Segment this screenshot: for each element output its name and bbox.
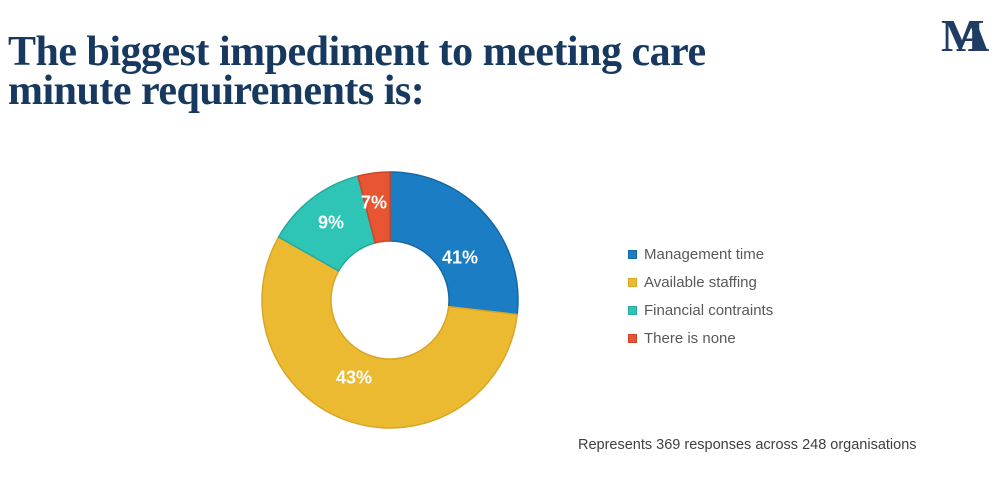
legend-item-available-staffing: Available staffing [628, 268, 773, 296]
brand-logo-monogram-icon: M A [941, 13, 996, 63]
donut-slice-0 [389, 171, 519, 316]
slice-data-label: 7% [360, 192, 388, 213]
legend-label: Management time [644, 245, 765, 263]
legend-swatch-management-time [628, 249, 637, 259]
donut-chart-svg [261, 171, 519, 429]
chart-legend: Management time Available staffing Finan… [628, 240, 773, 352]
legend-label: Available staffing [644, 273, 757, 291]
legend-swatch-financial-constraints [628, 305, 637, 315]
donut-slice-3 [357, 171, 391, 244]
legend-item-financial-constraints: Financial contraints [628, 296, 773, 324]
slice-data-label: 43% [335, 367, 373, 388]
legend-swatch-available-staffing [628, 277, 637, 287]
page-title: The biggest impediment to meeting care m… [8, 29, 838, 115]
legend-item-management-time: Management time [628, 240, 773, 268]
legend-label: There is none [644, 329, 736, 347]
legend-label: Financial contraints [644, 301, 774, 319]
logo-letter-a: A [956, 10, 990, 61]
slice-data-label: 9% [317, 212, 345, 233]
page-title-line2: minute requirements is: [8, 68, 425, 115]
donut-chart: 41% 43% 9% 7% [260, 170, 520, 430]
donut-slice-1 [261, 236, 518, 429]
slice-data-label: 41% [441, 247, 479, 268]
logo-letter-m: M [941, 10, 985, 61]
page-title-line1: The biggest impediment to meeting care [8, 29, 706, 75]
source-note: Represents 369 responses across 248 orga… [578, 437, 917, 453]
legend-swatch-there-is-none [628, 333, 637, 343]
legend-item-there-is-none: There is none [628, 324, 773, 352]
